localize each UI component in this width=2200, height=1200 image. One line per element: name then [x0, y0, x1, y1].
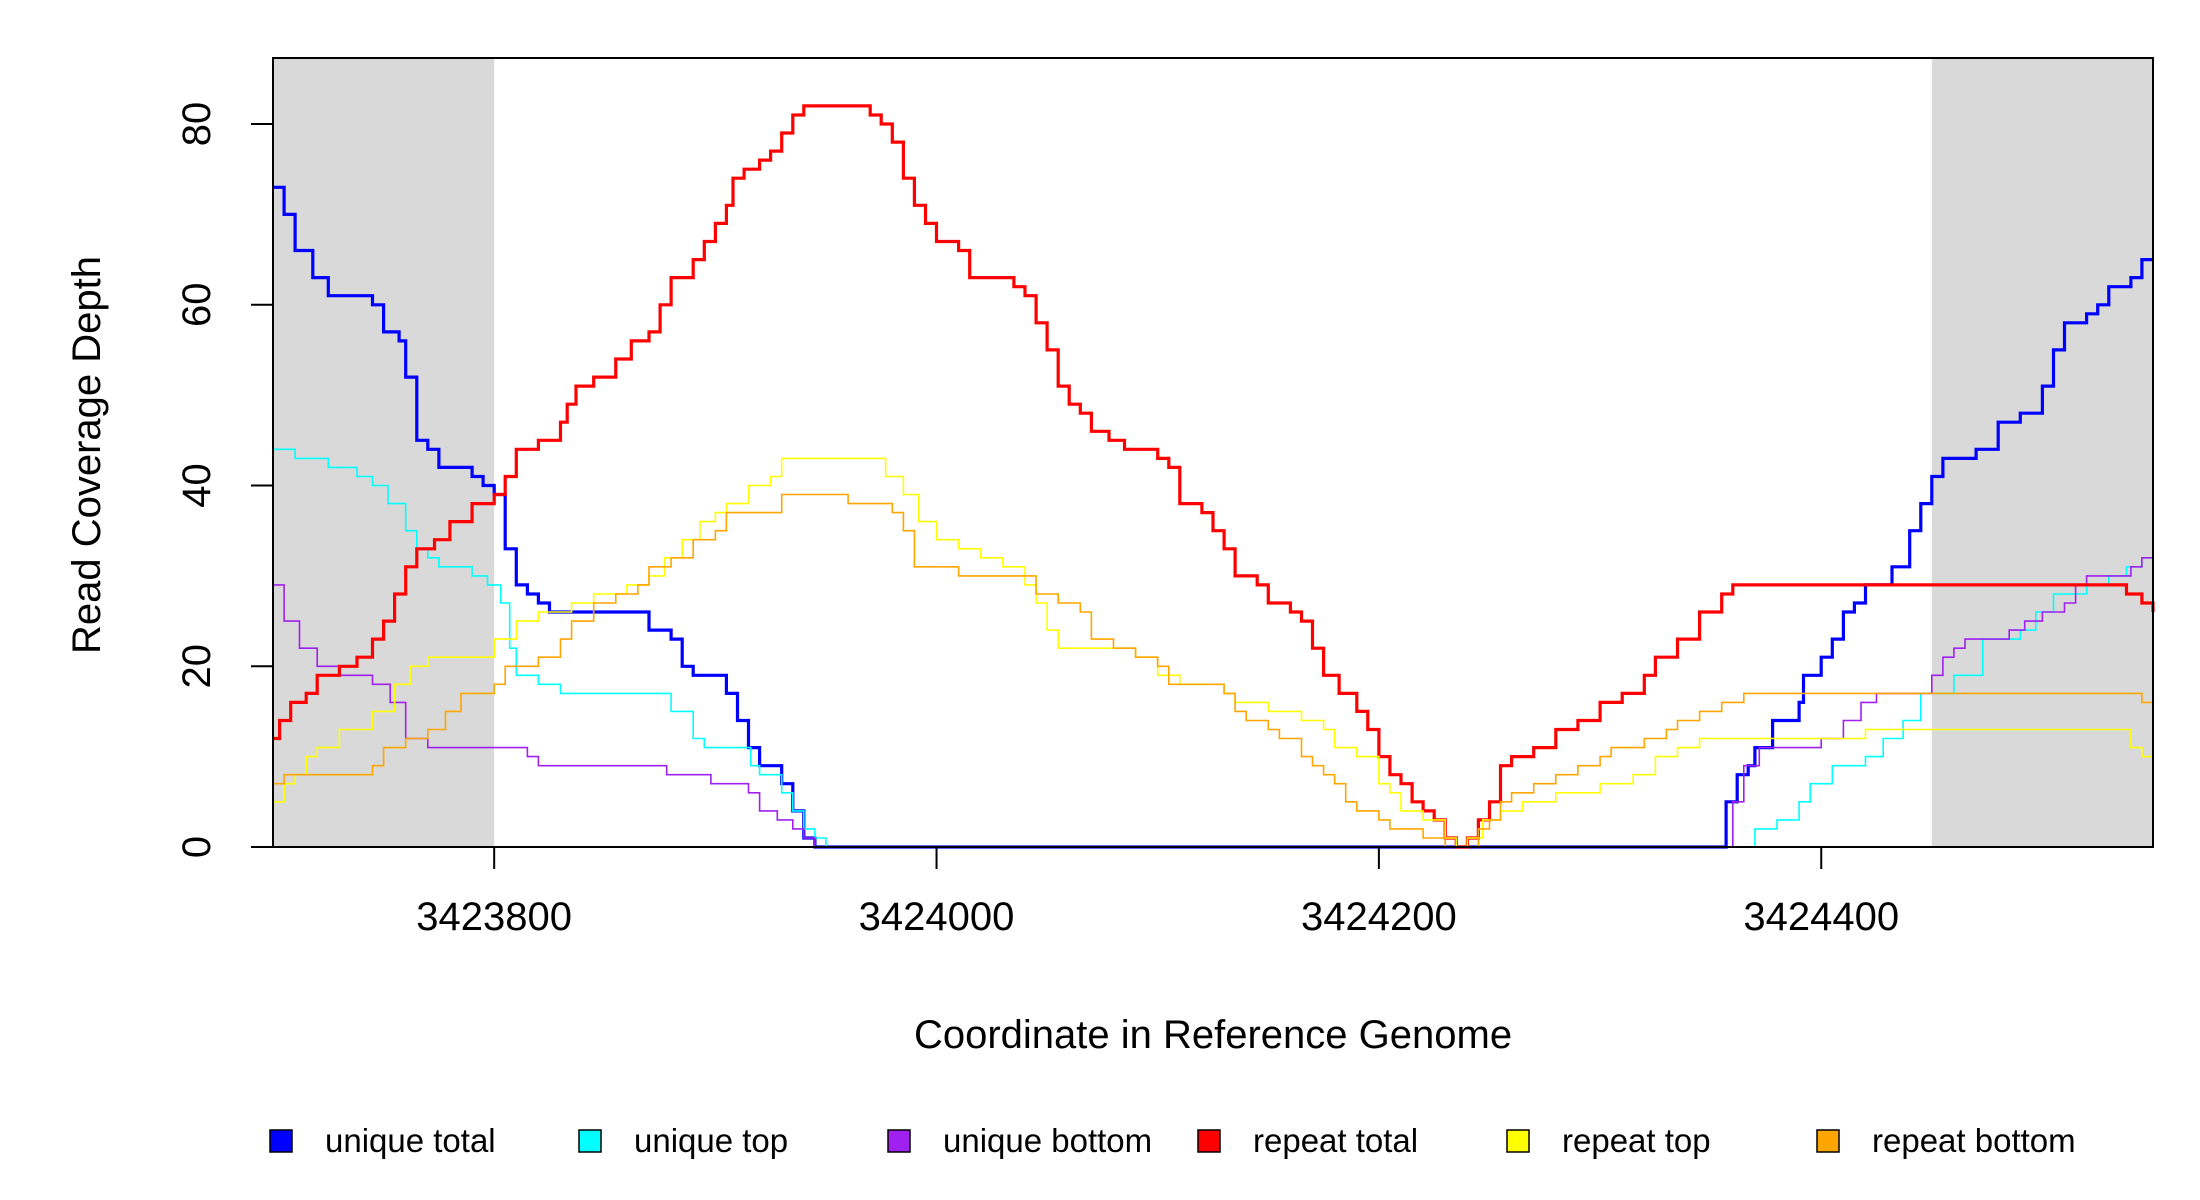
x-axis: 3423800 3424000 3424200 3424400	[416, 846, 1899, 939]
legend-label: unique total	[325, 1122, 496, 1159]
legend-item-unique-top: unique top	[578, 1122, 788, 1159]
y-tick-label: 40	[175, 463, 219, 508]
legend: unique total unique top unique bottom repea…	[269, 1122, 2076, 1159]
legend-label: repeat total	[1253, 1122, 1418, 1159]
legend-label: repeat bottom	[1872, 1122, 2076, 1159]
x-tick-label: 3423800	[416, 895, 572, 939]
legend-label: unique bottom	[943, 1122, 1152, 1159]
y-tick-label: 20	[175, 644, 219, 689]
legend-label: repeat top	[1562, 1122, 1711, 1159]
series-lines	[273, 104, 2155, 849]
x-tick-label: 3424400	[1743, 895, 1899, 939]
legend-label: unique top	[634, 1122, 788, 1159]
series-line-unique-top	[273, 448, 2154, 848]
legend-swatch	[1197, 1129, 1221, 1153]
y-axis: 0 20 40 60 80	[175, 102, 274, 858]
shaded-region-1	[273, 58, 495, 847]
y-axis-label: Read Coverage Depth	[65, 256, 109, 654]
series-line-repeat-bottom	[273, 493, 2153, 848]
series-line-unique-bottom	[273, 557, 2153, 848]
y-tick-label: 0	[175, 836, 219, 858]
x-axis-label: Coordinate in Reference Genome	[914, 1013, 1512, 1057]
legend-item-repeat-top: repeat top	[1506, 1122, 1711, 1159]
legend-swatch	[269, 1129, 293, 1153]
x-tick-label: 3424200	[1301, 895, 1457, 939]
shaded-region-2	[1931, 58, 2153, 847]
legend-swatch	[887, 1129, 911, 1153]
legend-item-unique-total: unique total	[269, 1122, 496, 1159]
shaded-regions	[273, 58, 2153, 847]
y-tick-label: 60	[175, 283, 219, 328]
legend-item-unique-bottom: unique bottom	[887, 1122, 1152, 1159]
series-line-repeat-total	[273, 104, 2155, 849]
legend-swatch	[1506, 1129, 1530, 1153]
legend-item-repeat-bottom: repeat bottom	[1816, 1122, 2076, 1159]
legend-swatch	[1816, 1129, 1840, 1153]
plot-frame	[272, 57, 2154, 848]
y-tick-label: 80	[175, 102, 219, 147]
legend-swatch	[578, 1129, 602, 1153]
x-tick-label: 3424000	[859, 895, 1015, 939]
legend-item-repeat-total: repeat total	[1197, 1122, 1418, 1159]
